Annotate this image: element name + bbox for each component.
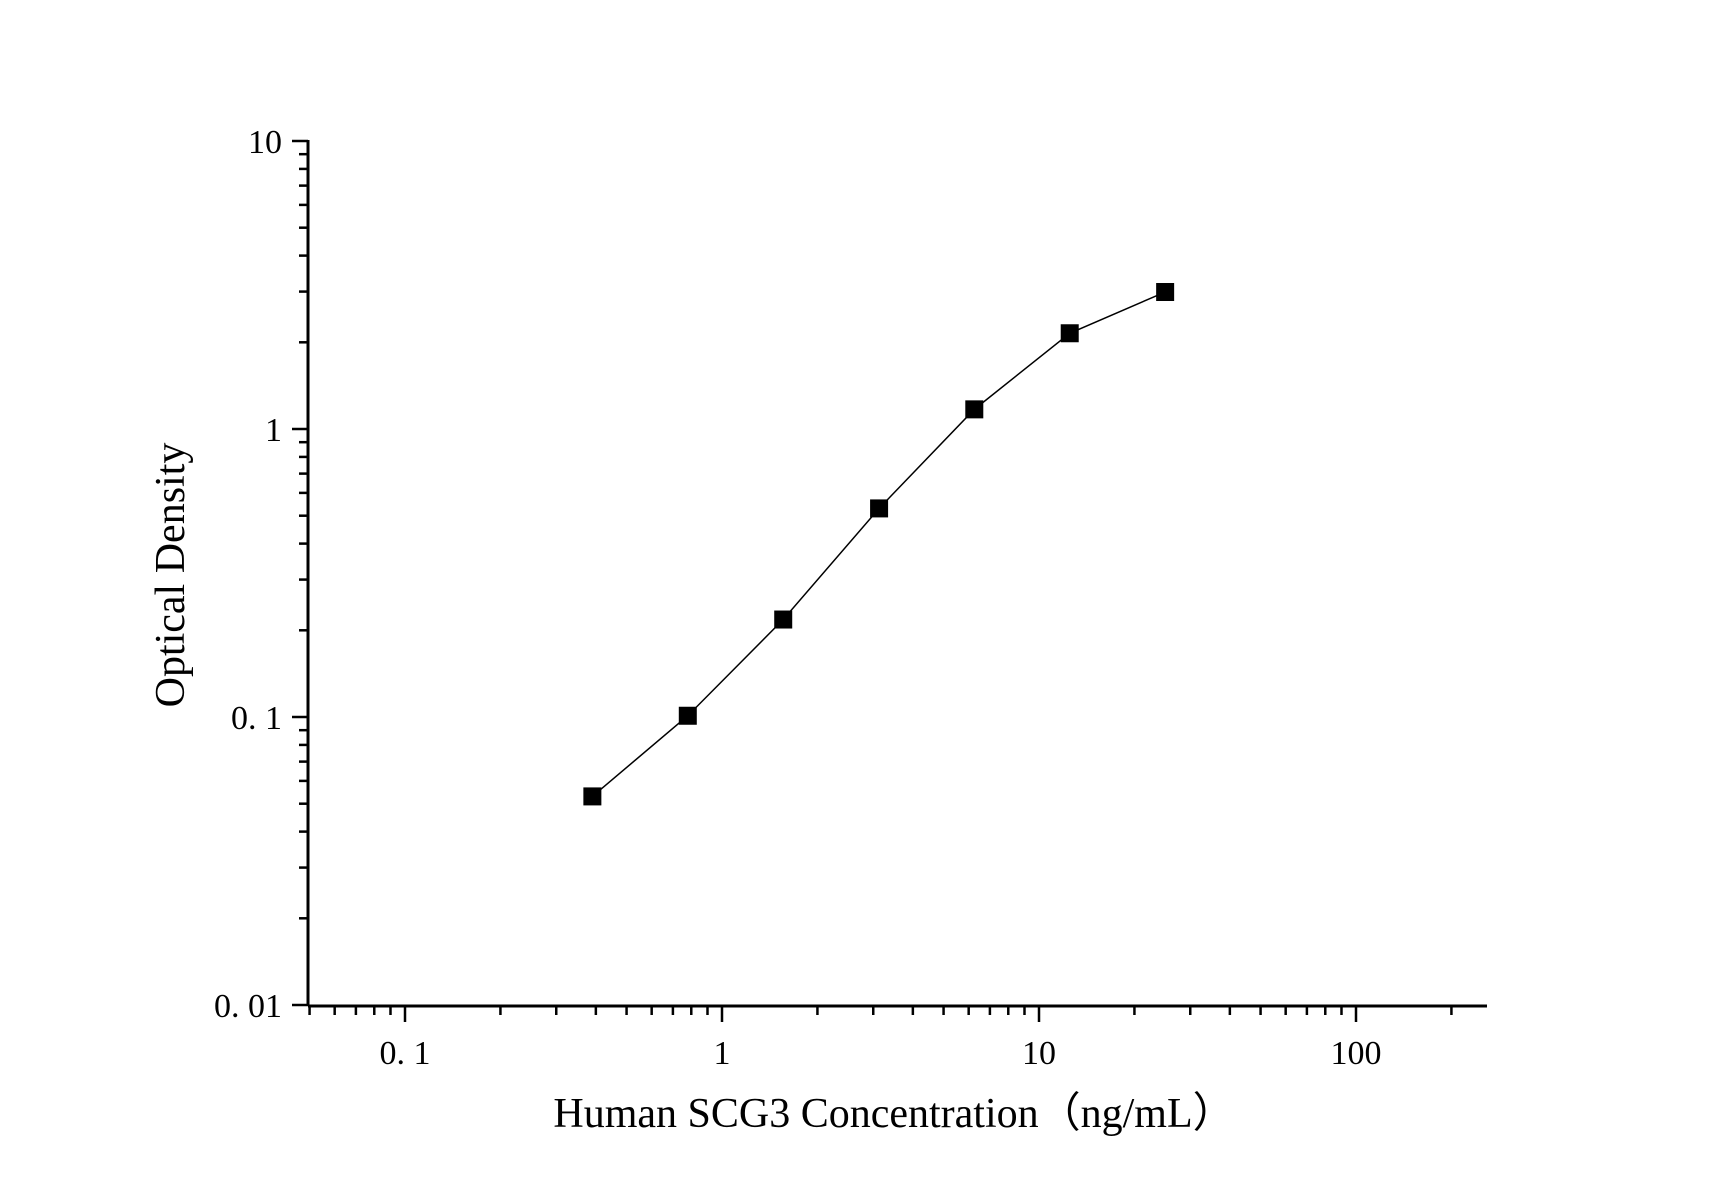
x-tick-label: 100 — [1331, 1035, 1382, 1072]
series-line — [591, 291, 1166, 797]
axes: 0. 01 0. 1 1 10 0. 1 1 10 100 — [214, 124, 1487, 1072]
data-point-marker — [1060, 324, 1079, 343]
y-axis-title: Optical Density — [148, 443, 194, 708]
x-tick-label: 0. 1 — [380, 1035, 431, 1072]
x-tick-label: 1 — [714, 1035, 731, 1072]
data-point-marker — [774, 610, 793, 629]
data-point-marker — [583, 787, 602, 806]
x-axis-title: Human SCG3 Concentration（ng/mL） — [553, 1091, 1234, 1137]
x-tick-label: 10 — [1022, 1035, 1056, 1072]
data-point-marker — [965, 400, 984, 419]
y-tick-label: 0. 1 — [231, 700, 282, 737]
y-tick-label: 10 — [248, 124, 282, 161]
data-point-marker — [870, 499, 889, 518]
y-tick-label: 0. 01 — [214, 988, 282, 1025]
y-tick-label: 1 — [265, 412, 282, 449]
data-point-marker — [1156, 283, 1175, 302]
data-point-marker — [678, 706, 697, 725]
series-layer — [583, 283, 1175, 806]
